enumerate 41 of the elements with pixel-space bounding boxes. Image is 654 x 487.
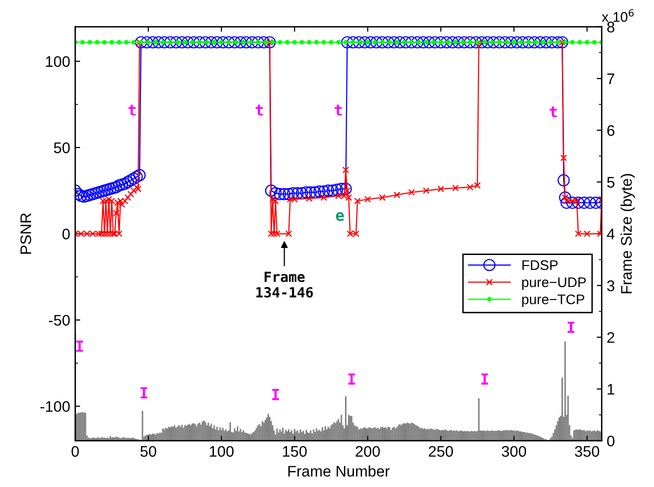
annotation: I — [272, 388, 279, 400]
y2-tick-label: 2 — [607, 332, 614, 343]
x-tick-label: 300 — [502, 446, 526, 457]
y2-tick-label: 1 — [608, 384, 614, 395]
y2-tick-label: 8 — [607, 22, 614, 32]
annotation: I — [481, 373, 488, 385]
y-tick-label: 50 — [54, 142, 70, 154]
y2-tick-label: 7 — [607, 74, 614, 84]
y-tick-label: 0 — [62, 228, 70, 240]
x-tick-label: 0 — [72, 446, 79, 457]
x-tick-label: 100 — [210, 446, 234, 457]
legend-label: pure−TCP — [522, 294, 584, 308]
x-tick-label: 350 — [574, 446, 600, 457]
annotation: I — [76, 340, 83, 352]
y-axis-title: PSNR — [20, 213, 32, 254]
annotation: I — [568, 322, 574, 333]
annotation: t — [128, 104, 136, 116]
y2-tick-label: 5 — [607, 177, 614, 188]
y2-tick-label: 3 — [607, 280, 614, 292]
annotation: I — [140, 387, 148, 398]
x-axis-title: Frame Number — [288, 465, 390, 477]
y2-tick-label: 0 — [607, 436, 614, 446]
annotation: t — [334, 104, 342, 116]
annotation: I — [348, 373, 355, 385]
x-tick-label: 200 — [356, 446, 380, 457]
annotation: t — [550, 106, 557, 118]
x-tick-label: 150 — [282, 446, 307, 457]
annotation: e — [336, 212, 344, 221]
annotation: Frame 134-146 — [256, 272, 313, 298]
y-tick-label: -100 — [40, 401, 70, 412]
y-tick-label: 100 — [46, 56, 70, 67]
y2-tick-label: 4 — [606, 228, 615, 240]
legend-label: pure−UDP — [522, 277, 586, 290]
legend-label: FDSP — [522, 260, 558, 270]
text: x 10$^{6}$ — [602, 9, 634, 22]
x-tick-label: 50 — [140, 446, 156, 457]
annotation: t — [256, 104, 263, 116]
y2-tick-label: 6 — [607, 125, 614, 136]
x-tick-label: 250 — [428, 446, 453, 457]
y2-axis-title: Frame Size (byte) — [620, 174, 635, 294]
y-tick-label: -50 — [48, 314, 70, 326]
